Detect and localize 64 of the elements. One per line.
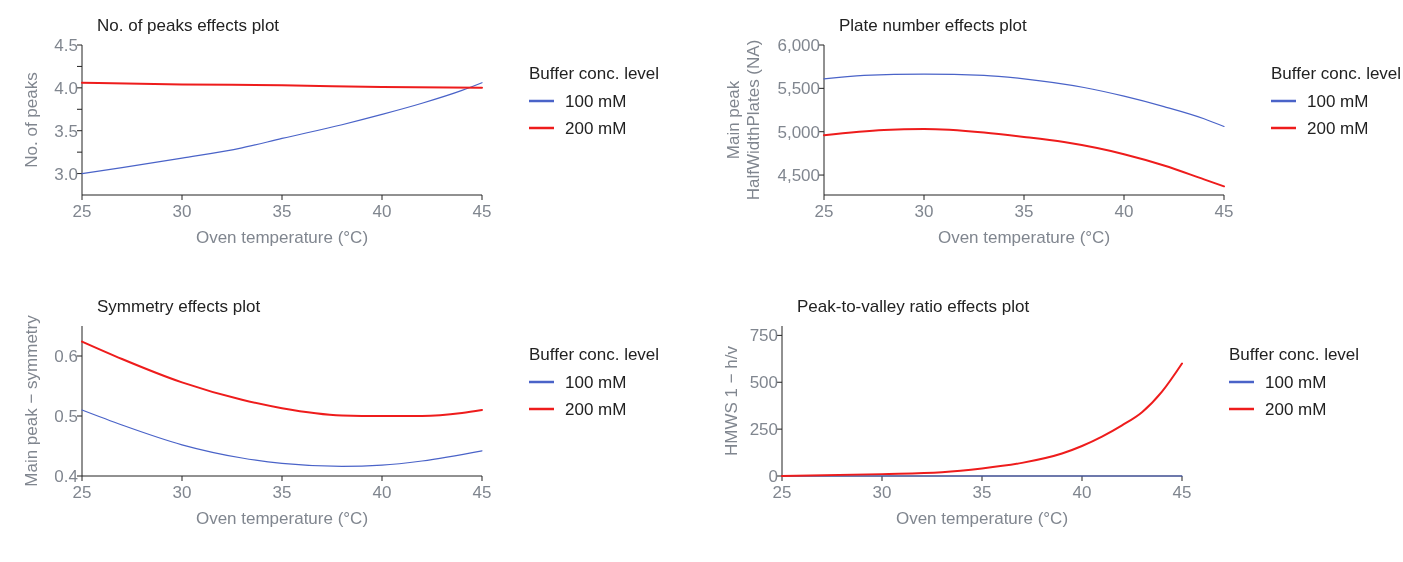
x-tick-label: 35 bbox=[972, 483, 992, 502]
legend-label: 100 mM bbox=[1265, 372, 1327, 392]
x-tick-label: 45 bbox=[472, 483, 492, 502]
legend-label: 100 mM bbox=[1307, 91, 1369, 111]
x-tick-label: 30 bbox=[172, 202, 192, 221]
x-tick-label: 45 bbox=[1214, 202, 1234, 221]
legend-title: Buffer conc. level bbox=[529, 64, 660, 83]
y-tick-label: 6,000 bbox=[777, 35, 820, 55]
chart-title: Plate number effects plot bbox=[839, 16, 1028, 35]
legend-label: 200 mM bbox=[1307, 118, 1369, 138]
x-axis-title: Oven temperature (°C) bbox=[895, 509, 1069, 528]
y-axis-title: HMWS 1 − h/v bbox=[722, 345, 741, 457]
y-tick-label: 500 bbox=[749, 373, 778, 393]
legend-label: 200 mM bbox=[565, 118, 627, 138]
x-tick-label: 25 bbox=[814, 202, 834, 221]
y-tick-label: 3.0 bbox=[54, 164, 78, 184]
legend-label: 200 mM bbox=[565, 399, 627, 419]
chart-title: No. of peaks effects plot bbox=[97, 16, 280, 35]
x-tick-label: 35 bbox=[272, 483, 292, 502]
x-tick-label: 45 bbox=[472, 202, 492, 221]
y-axis-title: Main peak HalfWidthPlates (NA) bbox=[724, 39, 764, 201]
y-tick-label: 5,500 bbox=[777, 79, 820, 99]
x-tick-label: 35 bbox=[272, 202, 292, 221]
x-tick-label: 25 bbox=[72, 483, 92, 502]
line-series bbox=[823, 73, 1225, 128]
line-series bbox=[81, 82, 483, 175]
y-tick-label: 0.5 bbox=[54, 406, 78, 426]
y-tick-label: 0.4 bbox=[54, 466, 78, 486]
x-tick-label: 40 bbox=[372, 483, 392, 502]
y-tick-label: 250 bbox=[749, 420, 778, 440]
y-axis-title: Main peak − symmetry bbox=[22, 314, 41, 487]
legend-title: Buffer conc. level bbox=[1271, 64, 1402, 83]
x-tick-label: 40 bbox=[372, 202, 392, 221]
line-series bbox=[81, 409, 483, 467]
x-tick-label: 40 bbox=[1072, 483, 1092, 502]
legend-label: 100 mM bbox=[565, 372, 627, 392]
x-tick-label: 30 bbox=[914, 202, 934, 221]
x-tick-label: 40 bbox=[1114, 202, 1134, 221]
chart-title: Symmetry effects plot bbox=[97, 297, 261, 316]
x-tick-label: 35 bbox=[1014, 202, 1034, 221]
y-tick-label: 5,000 bbox=[777, 122, 820, 142]
x-tick-label: 30 bbox=[172, 483, 192, 502]
line-series bbox=[81, 340, 483, 417]
y-tick-label: 4.5 bbox=[54, 35, 78, 55]
line-series bbox=[823, 128, 1225, 188]
y-axis-title: No. of peaks bbox=[22, 72, 41, 168]
x-axis-title: Oven temperature (°C) bbox=[195, 228, 369, 247]
y-tick-label: 0 bbox=[768, 466, 778, 486]
y-tick-label: 4,500 bbox=[777, 166, 820, 186]
x-axis-title: Oven temperature (°C) bbox=[195, 509, 369, 528]
legend-label: 200 mM bbox=[1265, 399, 1327, 419]
y-tick-label: 750 bbox=[749, 326, 778, 346]
legend-title: Buffer conc. level bbox=[529, 345, 660, 364]
legend-title: Buffer conc. level bbox=[1229, 345, 1360, 364]
x-tick-label: 25 bbox=[772, 483, 792, 502]
chart-title: Peak-to-valley ratio effects plot bbox=[797, 297, 1030, 316]
legend-label: 100 mM bbox=[565, 91, 627, 111]
y-tick-label: 0.6 bbox=[54, 346, 78, 366]
y-tick-label: 4.0 bbox=[54, 78, 78, 98]
x-tick-label: 45 bbox=[1172, 483, 1192, 502]
x-tick-label: 25 bbox=[72, 202, 92, 221]
x-tick-label: 30 bbox=[872, 483, 892, 502]
y-tick-label: 3.5 bbox=[54, 121, 78, 141]
x-axis-title: Oven temperature (°C) bbox=[937, 228, 1111, 247]
